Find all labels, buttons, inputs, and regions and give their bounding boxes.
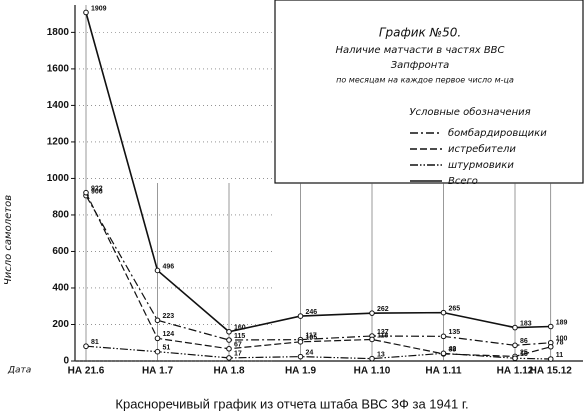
value-label: 11 <box>556 352 564 359</box>
data-point <box>440 350 447 357</box>
value-label: 189 <box>556 319 568 326</box>
y-tick-label: 800 <box>52 210 69 221</box>
series-line <box>85 192 551 358</box>
data-point <box>369 336 375 343</box>
data-point <box>154 317 161 324</box>
y-tick-label: 600 <box>52 246 69 257</box>
y-tick-label: 1200 <box>47 137 70 148</box>
legend-label: штурмовики <box>448 160 514 171</box>
data-point <box>297 353 304 360</box>
value-label: 115 <box>234 333 245 340</box>
data-point <box>226 345 232 352</box>
value-label: 118 <box>377 332 388 339</box>
value-label: 496 <box>163 263 175 270</box>
legend-label: Всего <box>448 176 478 187</box>
value-label: 124 <box>163 331 175 338</box>
x-tick-label: НА 1.9 <box>285 366 317 377</box>
value-label: 15 <box>520 351 528 358</box>
data-point <box>369 310 375 316</box>
x-tick-label: НА 1.12 <box>497 366 534 377</box>
legend-label: бомбардировщики <box>448 127 547 139</box>
data-point <box>154 267 161 274</box>
data-point <box>369 355 375 362</box>
value-label: 183 <box>520 320 532 327</box>
y-tick-label: 1800 <box>47 27 70 38</box>
chart-title: График №50. <box>379 26 461 40</box>
data-point <box>440 309 447 316</box>
title-box <box>274 0 584 184</box>
x-axis-label: Дата <box>7 366 31 376</box>
chart-subtitle: Запфронта <box>391 60 450 71</box>
value-label: 51 <box>163 345 171 352</box>
data-point <box>512 324 518 331</box>
y-axis-label: Число самолетов <box>3 195 14 285</box>
y-tick-label: 1600 <box>47 64 70 75</box>
value-label: 24 <box>306 349 314 356</box>
value-label: 906 <box>91 188 103 195</box>
data-point <box>226 328 232 335</box>
data-point <box>226 337 232 343</box>
legend-title: Условные обозначения <box>409 106 530 118</box>
series-line <box>85 195 551 346</box>
x-tick-label: НА 21.6 <box>68 366 105 377</box>
value-label: 78 <box>556 340 564 347</box>
value-label: 17 <box>234 351 242 358</box>
y-tick-label: 1000 <box>47 173 70 184</box>
x-tick-label: НА 15.12 <box>530 366 573 377</box>
data-point <box>547 323 554 330</box>
value-label: 223 <box>163 313 175 320</box>
data-point <box>297 339 304 345</box>
value-label: 137 <box>377 329 389 336</box>
data-point <box>297 313 304 319</box>
y-tick-label: 0 <box>63 356 69 367</box>
chart-subtitle: по месяцам на каждое первое число м-ца <box>336 76 514 85</box>
value-label: 100 <box>556 336 568 343</box>
value-label: 105 <box>306 335 318 342</box>
data-point <box>83 9 89 16</box>
data-point <box>83 189 89 196</box>
y-tick-label: 1400 <box>47 100 70 111</box>
y-tick-label: 200 <box>52 319 69 330</box>
value-label: 25 <box>520 349 528 356</box>
series-line <box>85 12 551 333</box>
data-point <box>226 355 232 361</box>
value-label: 1909 <box>91 5 107 12</box>
chart-subtitle: Наличие матчасти в частях ВВС <box>335 45 504 56</box>
value-label: 39 <box>449 347 457 354</box>
value-label: 160 <box>234 325 246 332</box>
value-label: 117 <box>306 332 317 339</box>
value-label: 262 <box>377 306 389 313</box>
data-point <box>154 335 161 342</box>
x-tick-label: НА 1.8 <box>213 366 245 377</box>
value-label: 265 <box>449 305 461 312</box>
y-tick-label: 400 <box>52 283 69 294</box>
data-point <box>512 355 518 362</box>
caption: Красноречивый график из отчета штаба ВВС… <box>115 396 468 411</box>
x-tick-label: НА 1.11 <box>425 366 462 377</box>
value-label: 42 <box>449 346 457 353</box>
data-point <box>512 342 518 349</box>
data-point <box>154 348 161 355</box>
value-label: 86 <box>520 338 528 345</box>
x-tick-label: НА 1.7 <box>142 366 174 377</box>
value-label: 135 <box>449 329 461 336</box>
data-point <box>547 356 554 362</box>
x-tick-label: НА 1.10 <box>354 366 391 377</box>
data-point <box>83 343 89 350</box>
legend-label: истребители <box>448 143 516 155</box>
value-label: 246 <box>306 309 318 316</box>
value-label: 67 <box>234 342 242 349</box>
data-point <box>547 343 554 350</box>
data-point <box>440 333 447 340</box>
value-label: 922 <box>91 186 103 193</box>
value-label: 81 <box>91 339 99 346</box>
value-label: 13 <box>377 351 385 358</box>
